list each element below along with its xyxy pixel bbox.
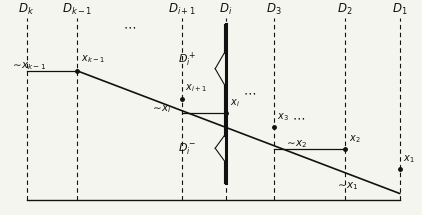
Text: $\sim\! x_1$: $\sim\! x_1$ [335,181,358,192]
Text: $D_i$: $D_i$ [219,2,233,17]
Text: $\sim\! x_2$: $\sim\! x_2$ [284,138,307,150]
Text: $x_3$: $x_3$ [277,111,289,123]
Text: $D_{k-1}$: $D_{k-1}$ [62,2,92,17]
Text: $\sim\! x_{k-1}$: $\sim\! x_{k-1}$ [10,60,46,72]
Text: $\sim\! x_i$: $\sim\! x_i$ [150,103,171,115]
Text: $D_1$: $D_1$ [392,2,407,17]
Text: $D_3$: $D_3$ [266,2,281,17]
Text: $D_i^+$: $D_i^+$ [178,51,196,69]
Text: $D_{i+1}$: $D_{i+1}$ [168,2,196,17]
Text: $D_k$: $D_k$ [19,2,35,17]
Text: $D_i^-$: $D_i^-$ [178,141,196,156]
Text: $x_1$: $x_1$ [403,154,415,165]
Text: $D_2$: $D_2$ [338,2,353,17]
Text: $x_2$: $x_2$ [349,133,360,145]
Text: $\cdots$: $\cdots$ [243,86,256,99]
Text: $x_{i+1}$: $x_{i+1}$ [185,83,207,94]
Text: $x_i$: $x_i$ [230,97,240,109]
Text: $\cdots$: $\cdots$ [292,112,306,124]
Text: $\cdots$: $\cdots$ [123,20,136,33]
Text: $x_{k-1}$: $x_{k-1}$ [81,53,105,65]
